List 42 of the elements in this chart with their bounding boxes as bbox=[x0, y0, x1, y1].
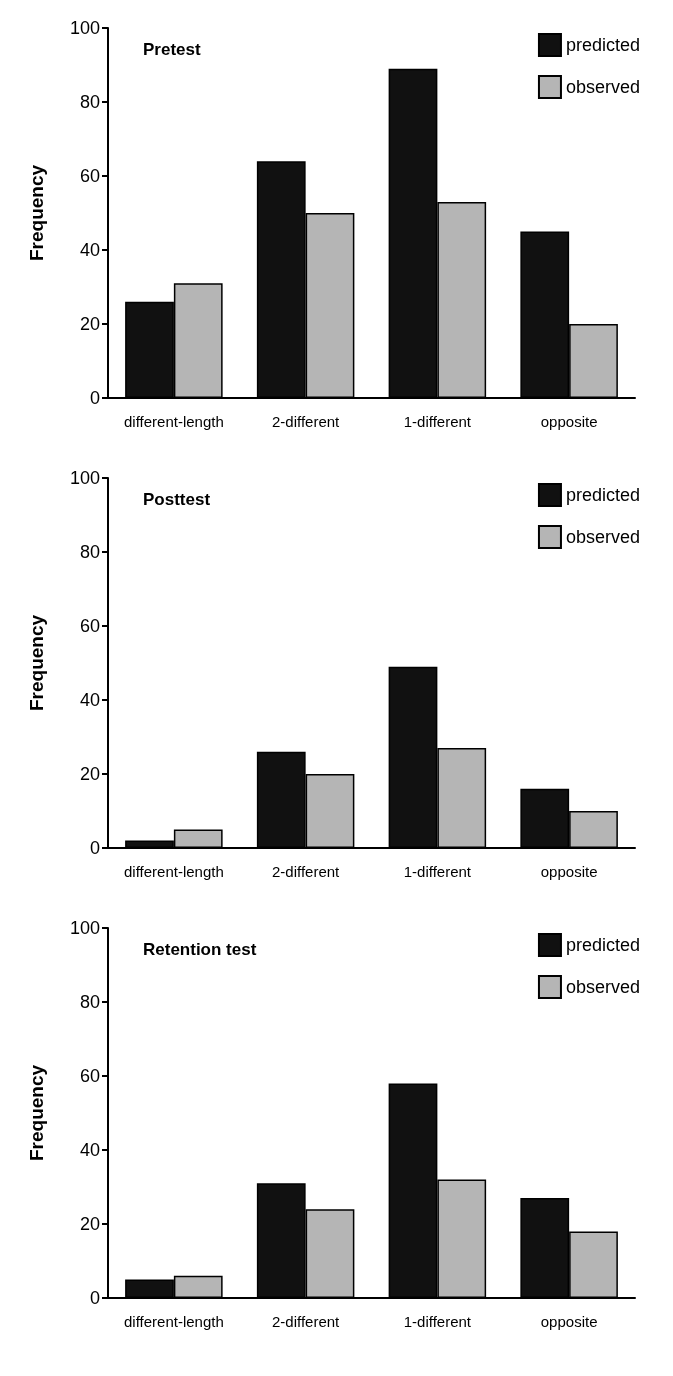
x-tick-label: 2-different bbox=[271, 1313, 341, 1330]
legend-label: observed bbox=[565, 527, 641, 547]
y-tick-label: 100 bbox=[69, 918, 100, 938]
y-tick-label: 20 bbox=[79, 1214, 100, 1234]
y-tick-label: 60 bbox=[79, 166, 100, 186]
y-tick-label: 100 bbox=[69, 18, 100, 38]
y-tick-label: 40 bbox=[79, 240, 100, 260]
y-tick-label: 20 bbox=[79, 764, 100, 784]
y-tick-label: 0 bbox=[89, 838, 100, 858]
y-tick-label: 80 bbox=[79, 992, 100, 1012]
y-tick-label: 80 bbox=[79, 92, 100, 112]
x-tick-label: different-length bbox=[123, 1313, 224, 1330]
x-tick-label: 1-different bbox=[403, 1313, 472, 1330]
text: Posttest bbox=[143, 490, 211, 509]
y-tick-label: 60 bbox=[79, 1066, 100, 1086]
x-tick-label: opposite bbox=[540, 413, 598, 430]
x-tick-label: opposite bbox=[540, 863, 598, 880]
text: Retention test bbox=[143, 940, 257, 959]
y-tick-label: 40 bbox=[79, 690, 100, 710]
legend-label: predicted bbox=[565, 485, 641, 505]
y-tick-label: 40 bbox=[79, 1140, 100, 1160]
x-tick-label: 1-different bbox=[403, 863, 472, 880]
y-tick-label: 60 bbox=[79, 616, 100, 636]
x-tick-label: different-length bbox=[123, 413, 224, 430]
y-axis-title: Frequency bbox=[26, 164, 47, 262]
y-tick-label: 100 bbox=[69, 468, 100, 488]
x-tick-label: different-length bbox=[123, 863, 224, 880]
x-tick-label: 1-different bbox=[403, 413, 472, 430]
x-tick-label: 2-different bbox=[271, 863, 341, 880]
y-axis-title: Frequency bbox=[26, 614, 47, 712]
y-tick-label: 0 bbox=[89, 388, 100, 408]
legend-label: predicted bbox=[565, 35, 641, 55]
x-tick-label: opposite bbox=[540, 1313, 598, 1330]
y-tick-label: 20 bbox=[79, 314, 100, 334]
y-axis-title: Frequency bbox=[26, 1064, 47, 1162]
text: Pretest bbox=[143, 40, 201, 59]
legend-label: predicted bbox=[565, 935, 641, 955]
y-tick-label: 0 bbox=[89, 1288, 100, 1308]
x-tick-label: 2-different bbox=[271, 413, 341, 430]
y-tick-label: 80 bbox=[79, 542, 100, 562]
legend-label: observed bbox=[565, 77, 641, 97]
legend-label: observed bbox=[565, 977, 641, 997]
